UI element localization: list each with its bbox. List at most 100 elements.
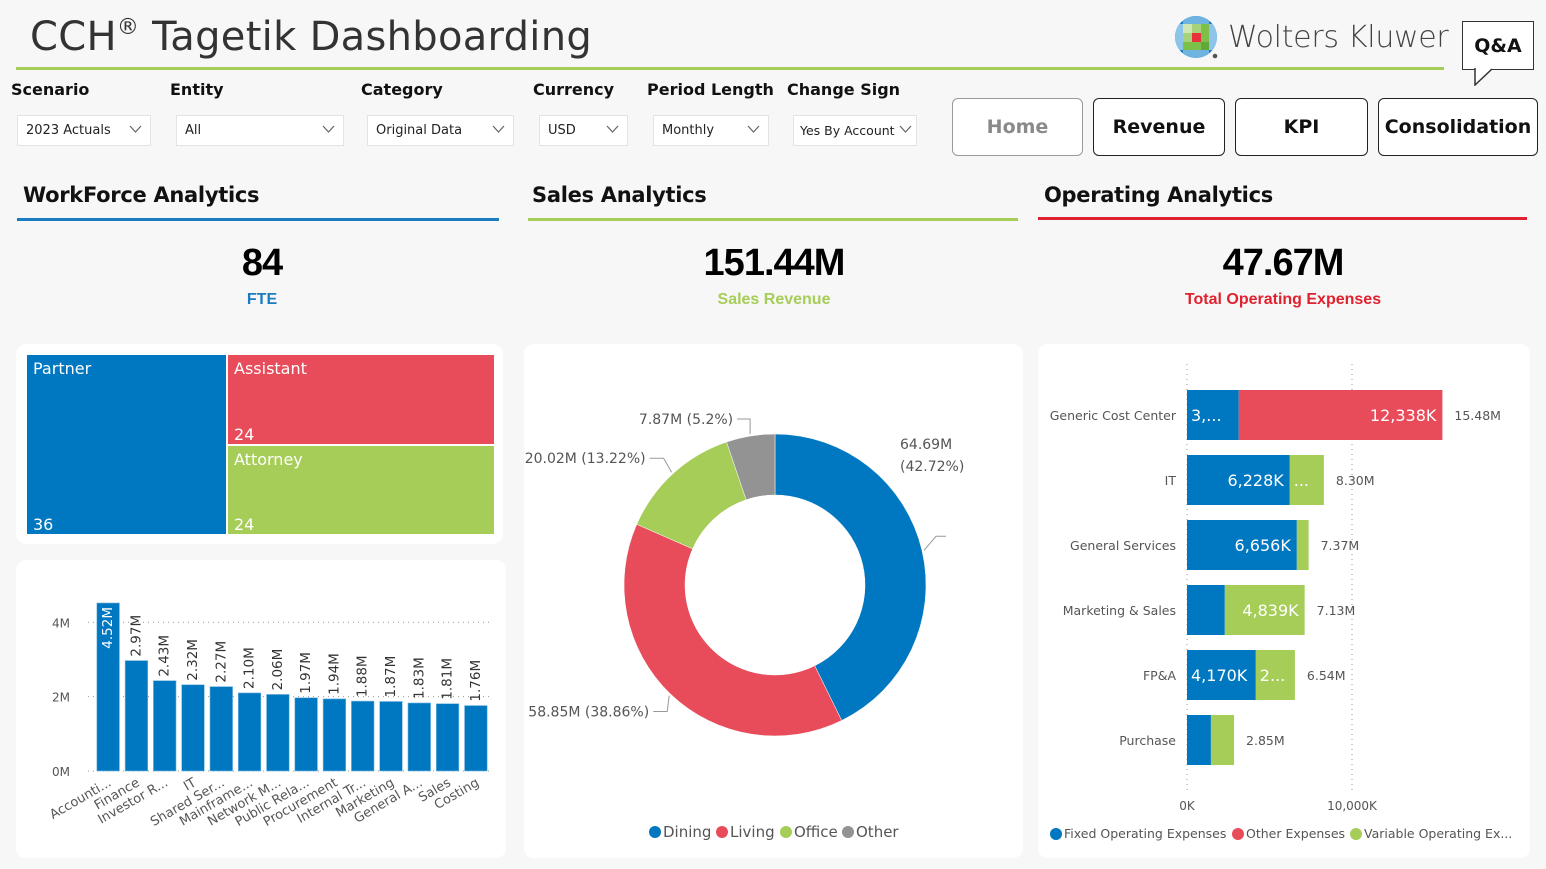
segment-data-label: 6,228K	[1227, 471, 1284, 490]
y-category-label: Marketing & Sales	[1063, 603, 1176, 618]
donut-data-label: (42.72%)	[900, 459, 964, 475]
entity-dropdown[interactable]: All	[176, 115, 344, 146]
legend-marker	[842, 826, 854, 838]
y-category-label: IT	[1165, 473, 1177, 488]
sales-revenue-kpi-label: Sales Revenue	[717, 291, 831, 308]
segment-data-label: 3,...	[1191, 406, 1222, 425]
bar-segment	[1238, 390, 1443, 440]
nav-revenue-button[interactable]: Revenue	[1093, 98, 1225, 156]
segment-data-label: 12,338K	[1370, 406, 1437, 425]
bar-data-label: 2.97M	[128, 615, 144, 657]
bar-data-label: 2.27M	[213, 641, 229, 683]
sales-section-title: Sales Analytics	[532, 183, 707, 207]
y-category-label: General Services	[1070, 538, 1176, 553]
nav-kpi-button[interactable]: KPI	[1235, 98, 1368, 156]
segment-data-label: 4,839K	[1242, 601, 1299, 620]
bar	[322, 698, 347, 772]
donut-slice-dining	[774, 433, 927, 721]
bar-data-label: 4.52M	[100, 607, 116, 649]
legend-label: Fixed Operating Expenses	[1064, 826, 1226, 841]
legend-marker	[1350, 828, 1362, 840]
bar	[266, 694, 290, 772]
bar	[124, 660, 149, 772]
workforce-section-title: WorkForce Analytics	[23, 183, 260, 207]
y-category-label: Purchase	[1119, 733, 1176, 748]
total-data-label: 7.13M	[1317, 603, 1356, 618]
bar-data-label: 2.06M	[270, 649, 286, 691]
x-tick-label: 10,000K	[1327, 799, 1378, 813]
bar	[181, 684, 205, 772]
treemap-tile-name: Assistant	[234, 359, 307, 378]
donut-slice-other	[726, 433, 776, 501]
treemap-tile-assistant[interactable]: Assistant 24	[228, 355, 494, 444]
bar-segment	[1187, 650, 1256, 700]
change-sign-dropdown[interactable]: Yes By Account	[793, 115, 917, 146]
y-tick-label: 4M	[52, 616, 70, 630]
bar-data-label: 2.10M	[242, 647, 258, 689]
page-title: CCH® Tagetik Dashboarding	[30, 14, 593, 60]
chevron-down-icon	[129, 125, 142, 133]
scenario-dropdown[interactable]: 2023 Actuals	[17, 115, 151, 146]
entity-value: All	[185, 123, 202, 138]
period-length-dropdown[interactable]: Monthly	[653, 115, 769, 146]
scenario-value: 2023 Actuals	[26, 123, 111, 138]
bar-segment	[1187, 715, 1211, 765]
sales-divider	[528, 218, 1018, 221]
bar	[407, 702, 431, 772]
legend-marker	[649, 826, 661, 838]
donut-slice-living	[623, 523, 843, 737]
chevron-down-icon	[492, 125, 505, 133]
brand-name: Wolters Kluwer	[1228, 20, 1449, 55]
bar-segment	[1187, 390, 1239, 440]
fte-treemap-card: Partner 36 Assistant 24 Attorney 24	[16, 344, 503, 544]
bar	[294, 697, 318, 772]
fte-kpi-value: 84	[241, 242, 283, 284]
bar	[379, 701, 403, 772]
donut-data-label: 58.85M (38.86%)	[528, 705, 649, 721]
cost-by-department-card: 0M 2M 4M 4.52M Accounti... 2.97M Finance 2.43M I…	[16, 560, 506, 858]
bar-data-label: 1.81M	[440, 658, 456, 700]
bar-segment	[1187, 585, 1225, 635]
donut-data-label: 7.87M (5.2%)	[639, 412, 733, 428]
change-sign-value: Yes By Account	[800, 123, 895, 138]
y-category-label: FP&A	[1143, 668, 1176, 683]
bar-data-label: 2.32M	[185, 639, 201, 681]
currency-dropdown[interactable]: USD	[539, 115, 628, 146]
treemap-tile-partner[interactable]: Partner 36	[27, 355, 226, 534]
period-length-label: Period Length	[647, 80, 774, 99]
operating-section-title: Operating Analytics	[1044, 183, 1273, 207]
currency-value: USD	[548, 123, 576, 138]
total-data-label: 15.48M	[1454, 408, 1501, 423]
bar-data-label: 1.88M	[355, 655, 371, 697]
nav-home-button[interactable]: Home	[952, 98, 1083, 156]
title-divider	[16, 67, 1444, 70]
wolters-kluwer-logo-icon	[1175, 16, 1218, 59]
treemap-tile-value: 36	[33, 515, 54, 534]
y-category-label: Generic Cost Center	[1050, 408, 1177, 423]
fte-kpi-label: FTE	[246, 291, 278, 308]
treemap-tile-value: 24	[234, 515, 255, 534]
legend-marker	[1050, 828, 1062, 840]
chevron-down-icon	[899, 125, 912, 133]
sales-revenue-kpi-value: 151.44M	[703, 242, 846, 284]
bar	[153, 680, 177, 772]
total-data-label: 8.30M	[1336, 473, 1375, 488]
nav-consolidation-button[interactable]: Consolidation	[1378, 98, 1538, 156]
category-dropdown[interactable]: Original Data	[367, 115, 514, 146]
currency-label: Currency	[533, 80, 615, 99]
leader-line	[649, 457, 673, 473]
qa-button[interactable]: Q&A	[1462, 21, 1534, 70]
legend-label: Other Expenses	[1246, 826, 1345, 841]
bar-segment	[1187, 520, 1297, 570]
segment-data-label: 4,170K	[1191, 666, 1248, 685]
opex-kpi-value: 47.67M	[1222, 242, 1345, 284]
donut-data-label: 20.02M (13.22%)	[525, 451, 646, 467]
legend-marker	[780, 826, 792, 838]
period-length-value: Monthly	[662, 123, 715, 138]
bar-segment	[1255, 650, 1295, 700]
bar-data-label: 1.76M	[468, 660, 484, 702]
total-data-label: 7.37M	[1321, 538, 1360, 553]
qa-label: Q&A	[1474, 34, 1522, 57]
legend-label: Dining	[663, 823, 711, 841]
treemap-tile-attorney[interactable]: Attorney 24	[228, 446, 494, 534]
